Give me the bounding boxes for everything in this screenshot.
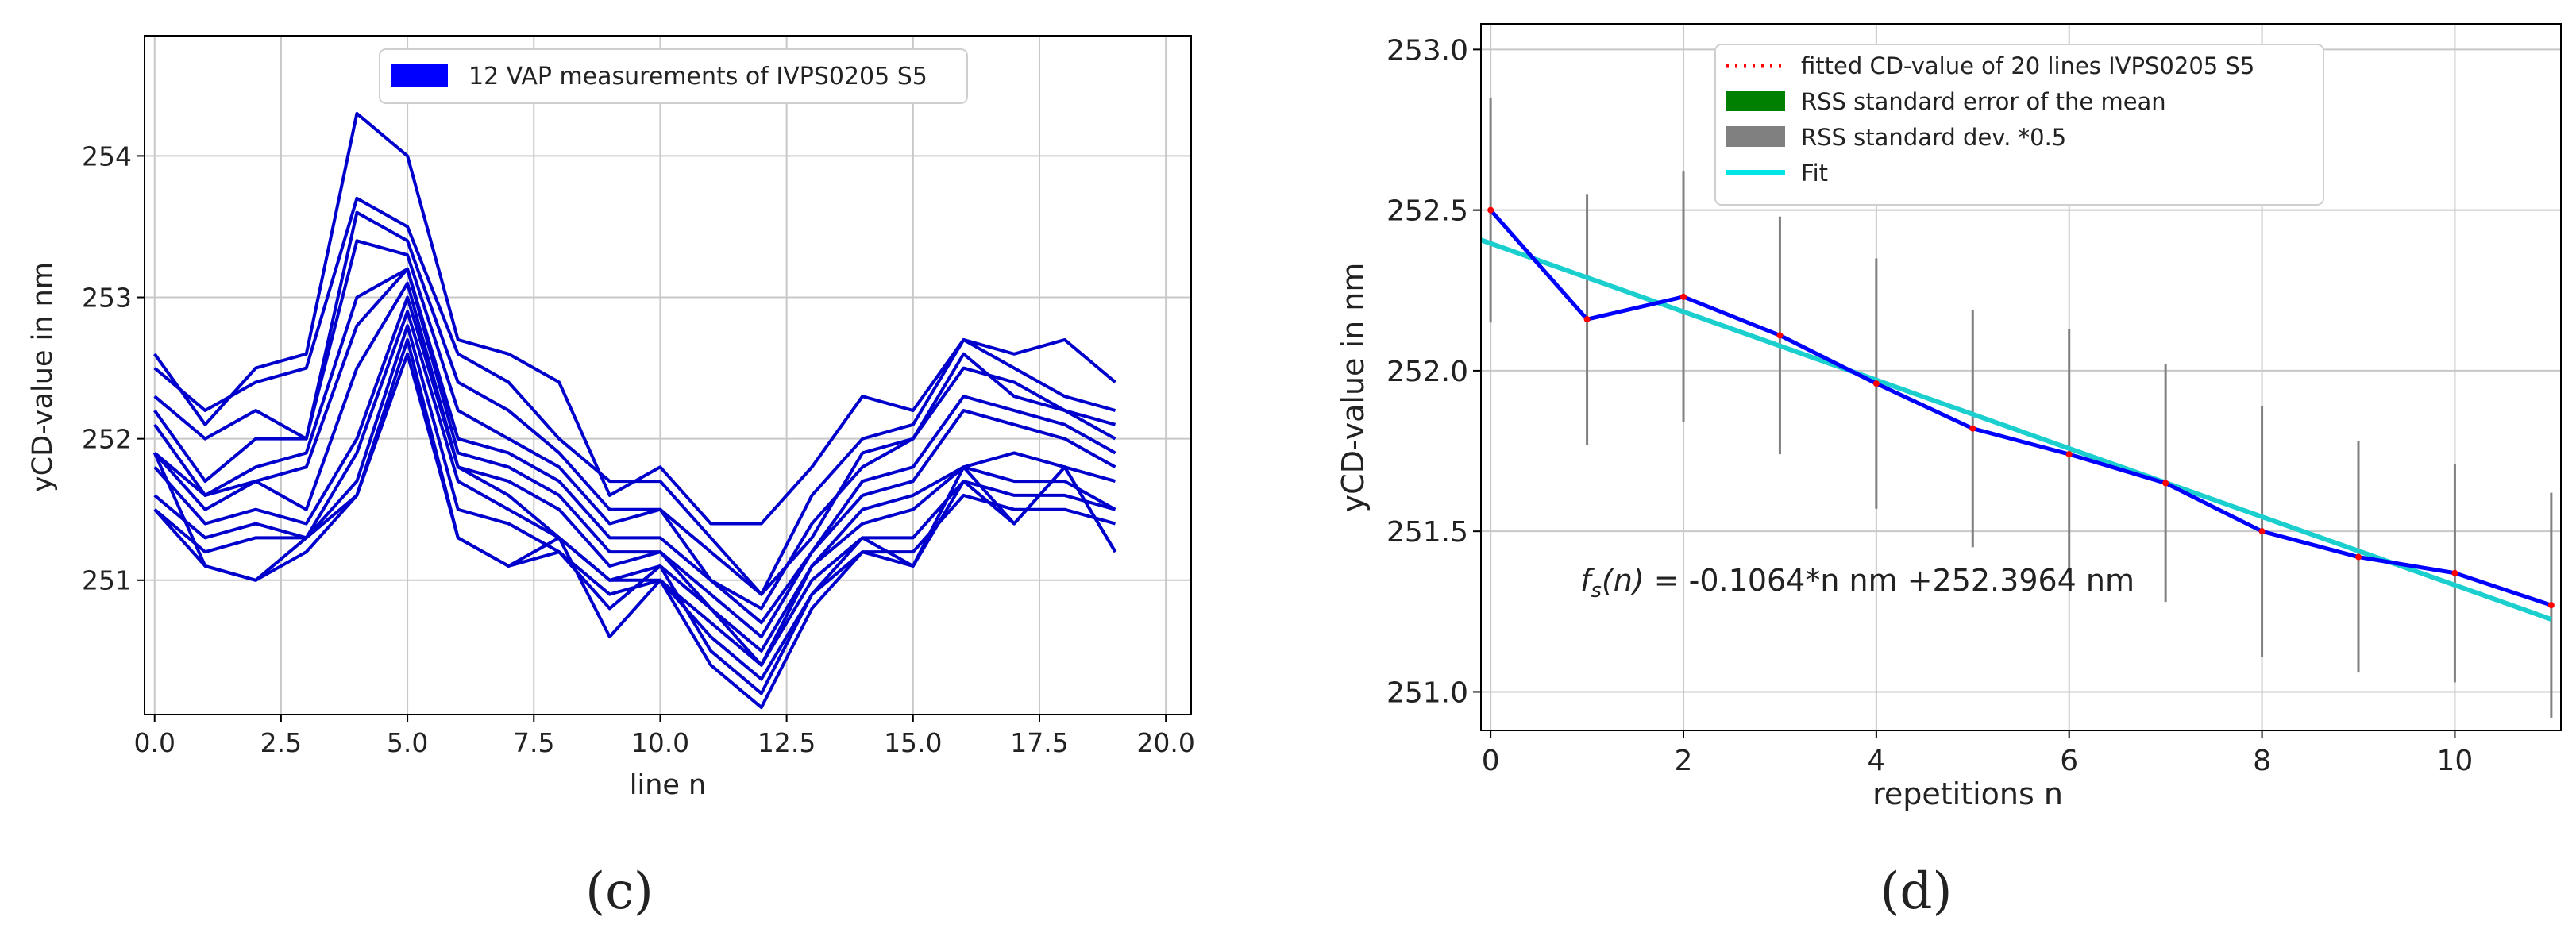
y-tick-label: 254 [82,141,132,171]
chart-panel-c: 0.0 2.5 5.0 7.5 10.0 12.5 15.0 17.5 20.0 2512522… [27,35,1195,921]
series-line-6 [153,267,1116,639]
y-tick-label: 252.5 [1386,195,1468,228]
y-tick-label: 252.0 [1386,356,1468,388]
x-tick-label: 6 [2060,745,2078,777]
y-axis-label-d: yCD-value in nm [1336,263,1371,513]
series-line-1 [153,111,1116,526]
legend-label-c: 12 VAP measurements of IVPS0205 S5 [469,63,927,91]
data-point [2162,480,2169,487]
y-tick-label: 252 [82,424,132,455]
y-tick-label: 253.0 [1386,34,1468,67]
series-line-11 [152,337,1117,695]
panel-label-d: (d) [1880,862,1953,921]
x-axis-label-c: line n [630,769,706,801]
legend-swatch-sd-d [1726,126,1785,147]
x-tick-label: 10 [2437,745,2474,777]
fit-equation-annotation: fs(n) = -0.1064*n nm +252.3964 nm [1580,563,2134,603]
equation-arg: (n) [1602,563,1645,598]
equation-text: = -0.1064*n nm +252.3964 nm [1645,563,2134,598]
series-line-12 [153,352,1117,710]
x-tick-label: 15.0 [884,727,942,758]
legend-swatch-sem-d [1726,91,1785,111]
series-group-c [152,111,1117,710]
data-point [1583,316,1591,323]
x-tick-label: 4 [1867,745,1885,777]
chart-panel-d: 0 2 4 6 8 10 251.0 251.5 252.0 252.5 253.0 repeti… [1336,23,2562,921]
y-tick-label: 251.5 [1386,516,1468,549]
y-ticks-c: 251 252 253 254 [82,141,145,596]
x-tick-label: 5.0 [387,727,428,758]
x-tick-label: 17.5 [1010,727,1068,758]
measured-line [1489,208,2552,607]
x-tick-label: 8 [2253,745,2271,777]
series-line-7 [153,281,1116,653]
legend-label-fitted-d: fitted CD-value of 20 lines IVPS0205 S5 [1801,52,2254,79]
data-point [1969,425,1976,432]
y-axis-label-c: yCD-value in nm [27,262,59,492]
measured-series-group-d [1487,206,2555,609]
x-tick-label: 7.5 [513,727,554,758]
x-ticks-d: 0 2 4 6 8 10 [1482,730,2474,777]
x-tick-label: 2.5 [260,727,302,758]
panel-label-c: (c) [585,862,654,921]
data-point [2547,602,2555,609]
plot-frame-d [1480,23,2562,731]
legend-c: 12 VAP measurements of IVPS0205 S5 [379,48,968,104]
data-point [2355,553,2362,561]
legend-label-sem-d: RSS standard error of the mean [1801,88,2166,115]
legend-label-sd-d: RSS standard dev. *0.5 [1801,124,2066,151]
series-line-4 [153,239,1116,611]
x-tick-label: 20.0 [1136,727,1194,758]
legend-box-d [1714,44,2324,206]
y-tick-label: 251 [82,565,132,596]
legend-swatch-c [391,64,448,87]
y-tick-label: 251.0 [1386,676,1468,709]
series-line-5 [153,267,1116,625]
series-line-2 [153,196,1116,596]
series-line-9 [153,310,1116,667]
data-point [1487,206,1494,214]
series-line-8 [153,295,1116,667]
x-tick-label: 12.5 [758,727,816,758]
grid-c [145,36,1191,715]
x-tick-label: 0 [1482,745,1500,777]
legend-d: fitted CD-value of 20 lines IVPS0205 S5 … [1714,44,2324,206]
x-tick-label: 2 [1675,745,1693,777]
x-tick-label: 0.0 [133,727,175,758]
data-point [2065,451,2073,458]
series-line-10 [153,324,1116,681]
data-point [2451,569,2458,576]
x-tick-label: 10.0 [631,727,689,758]
equation-subscript: s [1591,579,1602,603]
data-point [1872,380,1880,387]
y-tick-label: 253 [82,282,132,313]
legend-label-fit-d: Fit [1801,160,1828,187]
legend-box-c [379,48,968,104]
x-ticks-c: 0.0 2.5 5.0 7.5 10.0 12.5 15.0 17.5 20.0 [133,715,1195,758]
data-point [1680,293,1687,300]
plot-frame-c [144,35,1192,715]
y-ticks-d: 251.0 251.5 252.0 252.5 253.0 [1386,34,1481,709]
data-point [1776,332,1784,339]
data-point [2258,528,2266,535]
x-axis-label-d: repetitions n [1872,776,2063,811]
